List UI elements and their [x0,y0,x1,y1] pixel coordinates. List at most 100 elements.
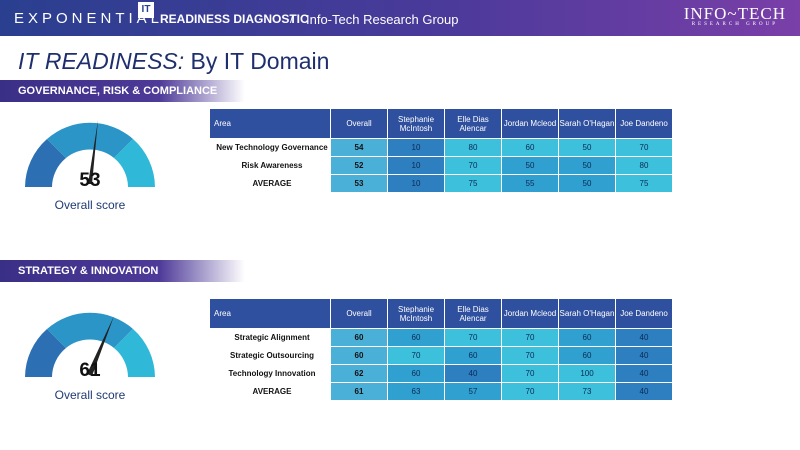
row-area: New Technology Governance [209,138,331,157]
cell-value: 70 [501,346,559,365]
cell-overall: 61 [330,382,388,401]
gauge-segment-right [114,329,155,377]
gauge-segment-left [25,139,66,187]
col-header-person: Joe Dandeno [615,298,673,329]
diagnostic-title: READINESS DIAGNOSTIC [160,12,309,26]
col-header-area: Area [209,108,331,139]
table-row: Strategic Alignment 60 60 70 70 60 40 [209,328,673,347]
top-banner: EXPONENTIAL IT READINESS DIAGNOSTIC / In… [0,0,800,36]
page-title-emphasis: IT READINESS: [18,48,185,74]
col-header-person: Stephanie McIntosh [387,298,445,329]
cell-value: 100 [558,364,616,383]
cell-value: 40 [615,346,673,365]
gauge-score: 53 [79,170,101,191]
cell-overall: 60 [330,328,388,347]
col-header-person: Sarah O'Hagan [558,108,616,139]
cell-value: 60 [387,328,445,347]
table-header-row: Area Overall Stephanie McIntosh Elle Dia… [209,298,673,329]
gauge-strategy-dial [25,312,155,377]
gauge-needle [87,316,114,376]
gauge-segment-right [114,139,155,187]
cell-overall: 62 [330,364,388,383]
org-name: Info-Tech Research Group [306,12,459,27]
col-header-person: Joe Dandeno [615,108,673,139]
col-header-person: Jordan Mcleod [501,108,559,139]
gauge-grc: 53 Overall score [20,112,160,212]
col-header-overall: Overall [330,108,388,139]
section-header-grc: GOVERNANCE, RISK & COMPLIANCE [0,80,245,102]
table-row-average: AVERAGE 53 10 75 55 50 75 [209,174,673,193]
cell-overall: 53 [330,174,388,193]
cell-value: 40 [444,364,502,383]
row-area: AVERAGE [209,382,331,401]
cell-overall: 54 [330,138,388,157]
col-header-person: Jordan Mcleod [501,298,559,329]
strategy-table: Area Overall Stephanie McIntosh Elle Dia… [209,298,673,401]
cell-value: 60 [501,138,559,157]
section-header-strategy: STRATEGY & INNOVATION [0,260,245,282]
table-row: Technology Innovation 62 60 40 70 100 40 [209,364,673,383]
cell-value: 70 [501,382,559,401]
cell-overall: 52 [330,156,388,175]
cell-value: 40 [615,382,673,401]
col-header-area: Area [209,298,331,329]
col-header-overall: Overall [330,298,388,329]
cell-value: 57 [444,382,502,401]
brand-name: EXPONENTIAL [14,10,164,27]
cell-value: 80 [444,138,502,157]
gauge-segment-left [25,329,66,377]
cell-value: 80 [615,156,673,175]
cell-value: 50 [558,138,616,157]
gauge-segment-mid [47,122,133,158]
gauge-label: Overall score [54,198,126,212]
col-header-person: Elle Dias Alencar [444,108,502,139]
info-tech-logo: INFO~TECH RESEARCH GROUP [684,4,786,27]
row-area: Strategic Outsourcing [209,346,331,365]
col-header-person: Elle Dias Alencar [444,298,502,329]
cell-overall: 60 [330,346,388,365]
cell-value: 60 [387,364,445,383]
gauge-score: 61 [79,360,101,381]
title-separator: / [290,12,294,26]
table-row: Risk Awareness 52 10 70 50 50 80 [209,156,673,175]
table-row-average: AVERAGE 61 63 57 70 73 40 [209,382,673,401]
cell-value: 10 [387,156,445,175]
logo-sub-text: RESEARCH GROUP [691,22,779,27]
cell-value: 73 [558,382,616,401]
col-header-person: Stephanie McIntosh [387,108,445,139]
page-title: IT READINESS: By IT Domain [18,48,329,75]
cell-value: 75 [444,174,502,193]
table-header-row: Area Overall Stephanie McIntosh Elle Dia… [209,108,673,139]
row-area: Technology Innovation [209,364,331,383]
cell-value: 75 [615,174,673,193]
row-area: AVERAGE [209,174,331,193]
page-title-rest: By IT Domain [184,48,330,74]
cell-value: 40 [615,364,673,383]
gauge-grc-dial [25,120,155,187]
cell-value: 50 [501,156,559,175]
cell-value: 50 [558,156,616,175]
gauge-needle [88,120,98,184]
col-header-person: Sarah O'Hagan [558,298,616,329]
cell-value: 70 [615,138,673,157]
row-area: Risk Awareness [209,156,331,175]
table-row: New Technology Governance 54 10 80 60 50… [209,138,673,157]
row-area: Strategic Alignment [209,328,331,347]
cell-value: 60 [444,346,502,365]
gauge-label: Overall score [54,388,126,402]
cell-value: 70 [501,328,559,347]
cell-value: 55 [501,174,559,193]
gauge-strategy: 61 Overall score [20,302,160,402]
cell-value: 70 [501,364,559,383]
cell-value: 63 [387,382,445,401]
cell-value: 10 [387,174,445,193]
cell-value: 40 [615,328,673,347]
grc-table: Area Overall Stephanie McIntosh Elle Dia… [209,108,673,193]
it-badge: IT [138,2,154,18]
cell-value: 70 [387,346,445,365]
cell-value: 70 [444,156,502,175]
logo-main-text: INFO~TECH [683,4,786,23]
cell-value: 10 [387,138,445,157]
cell-value: 50 [558,174,616,193]
cell-value: 60 [558,346,616,365]
